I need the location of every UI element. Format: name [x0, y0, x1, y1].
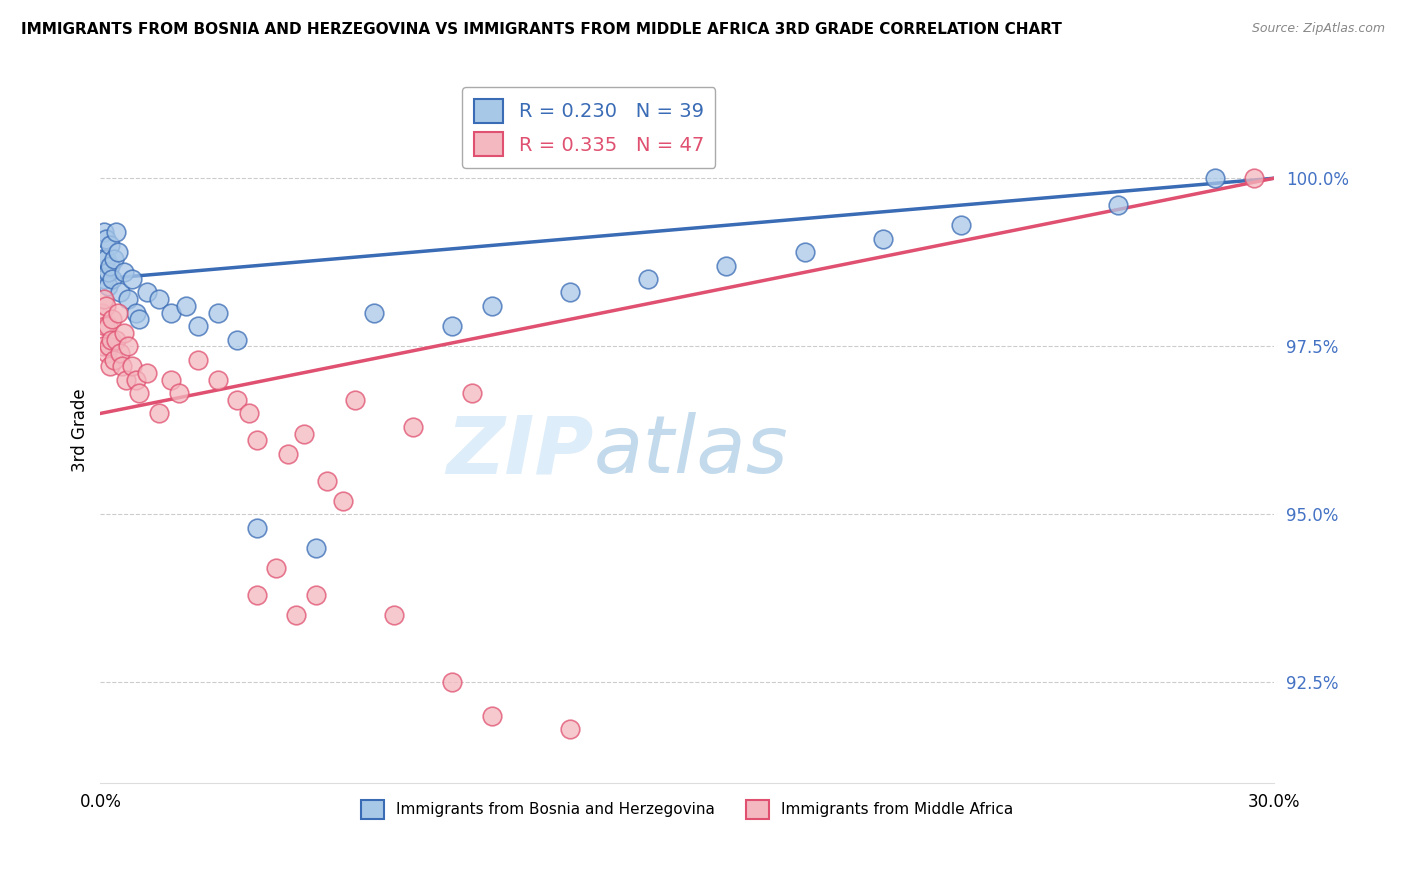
- Point: [207, 373, 229, 387]
- Point: [793, 245, 815, 260]
- Point: [105, 225, 128, 239]
- Point: [343, 392, 366, 407]
- Point: [112, 326, 135, 340]
- Text: IMMIGRANTS FROM BOSNIA AND HERZEGOVINA VS IMMIGRANTS FROM MIDDLE AFRICA 3RD GRAD: IMMIGRANTS FROM BOSNIA AND HERZEGOVINA V…: [21, 22, 1062, 37]
- Point: [176, 299, 198, 313]
- Point: [226, 333, 249, 347]
- Point: [111, 359, 134, 374]
- Text: ZIP: ZIP: [446, 412, 593, 491]
- Text: Source: ZipAtlas.com: Source: ZipAtlas.com: [1251, 22, 1385, 36]
- Point: [266, 561, 288, 575]
- Point: [461, 386, 484, 401]
- Point: [124, 305, 146, 319]
- Text: atlas: atlas: [593, 412, 787, 491]
- Point: [97, 265, 120, 279]
- Point: [148, 292, 170, 306]
- Point: [107, 245, 129, 260]
- Point: [872, 232, 894, 246]
- Point: [101, 312, 124, 326]
- Point: [103, 252, 125, 266]
- Point: [112, 265, 135, 279]
- Point: [159, 305, 181, 319]
- Point: [128, 386, 150, 401]
- Point: [558, 723, 581, 737]
- Point: [93, 272, 115, 286]
- Point: [402, 420, 425, 434]
- Point: [246, 588, 269, 602]
- Point: [637, 272, 659, 286]
- Point: [246, 521, 269, 535]
- Point: [105, 333, 128, 347]
- Point: [117, 292, 139, 306]
- Point: [93, 339, 115, 353]
- Point: [292, 426, 315, 441]
- Point: [91, 252, 114, 266]
- Point: [167, 386, 190, 401]
- Point: [91, 305, 114, 319]
- Point: [304, 541, 326, 555]
- Point: [121, 359, 143, 374]
- Point: [159, 373, 181, 387]
- Point: [284, 608, 307, 623]
- Point: [124, 373, 146, 387]
- Point: [107, 305, 129, 319]
- Point: [481, 709, 503, 723]
- Point: [121, 272, 143, 286]
- Point: [101, 272, 124, 286]
- Point: [363, 305, 385, 319]
- Point: [96, 252, 118, 266]
- Point: [148, 406, 170, 420]
- Point: [716, 259, 738, 273]
- Point: [98, 238, 121, 252]
- Y-axis label: 3rd Grade: 3rd Grade: [72, 388, 89, 472]
- Point: [226, 392, 249, 407]
- Point: [207, 305, 229, 319]
- Point: [481, 299, 503, 313]
- Point: [108, 346, 131, 360]
- Point: [97, 319, 120, 334]
- Point: [238, 406, 260, 420]
- Point: [316, 474, 339, 488]
- Point: [187, 319, 209, 334]
- Point: [277, 447, 299, 461]
- Point: [108, 285, 131, 300]
- Point: [441, 675, 464, 690]
- Point: [96, 346, 118, 360]
- Legend: Immigrants from Bosnia and Herzegovina, Immigrants from Middle Africa: Immigrants from Bosnia and Herzegovina, …: [356, 794, 1019, 825]
- Point: [98, 359, 121, 374]
- Point: [100, 333, 122, 347]
- Point: [187, 352, 209, 367]
- Point: [441, 319, 464, 334]
- Point: [1243, 171, 1265, 186]
- Point: [128, 312, 150, 326]
- Point: [382, 608, 405, 623]
- Point: [117, 339, 139, 353]
- Point: [98, 259, 121, 273]
- Point: [97, 339, 120, 353]
- Point: [304, 588, 326, 602]
- Point: [114, 373, 136, 387]
- Point: [103, 352, 125, 367]
- Point: [950, 219, 973, 233]
- Point: [96, 299, 118, 313]
- Point: [93, 225, 115, 239]
- Point: [94, 319, 117, 334]
- Point: [93, 292, 115, 306]
- Point: [1204, 171, 1226, 186]
- Point: [97, 278, 120, 293]
- Point: [136, 285, 159, 300]
- Point: [136, 366, 159, 380]
- Point: [1107, 198, 1129, 212]
- Point: [558, 285, 581, 300]
- Point: [246, 434, 269, 448]
- Point: [96, 232, 118, 246]
- Point: [332, 493, 354, 508]
